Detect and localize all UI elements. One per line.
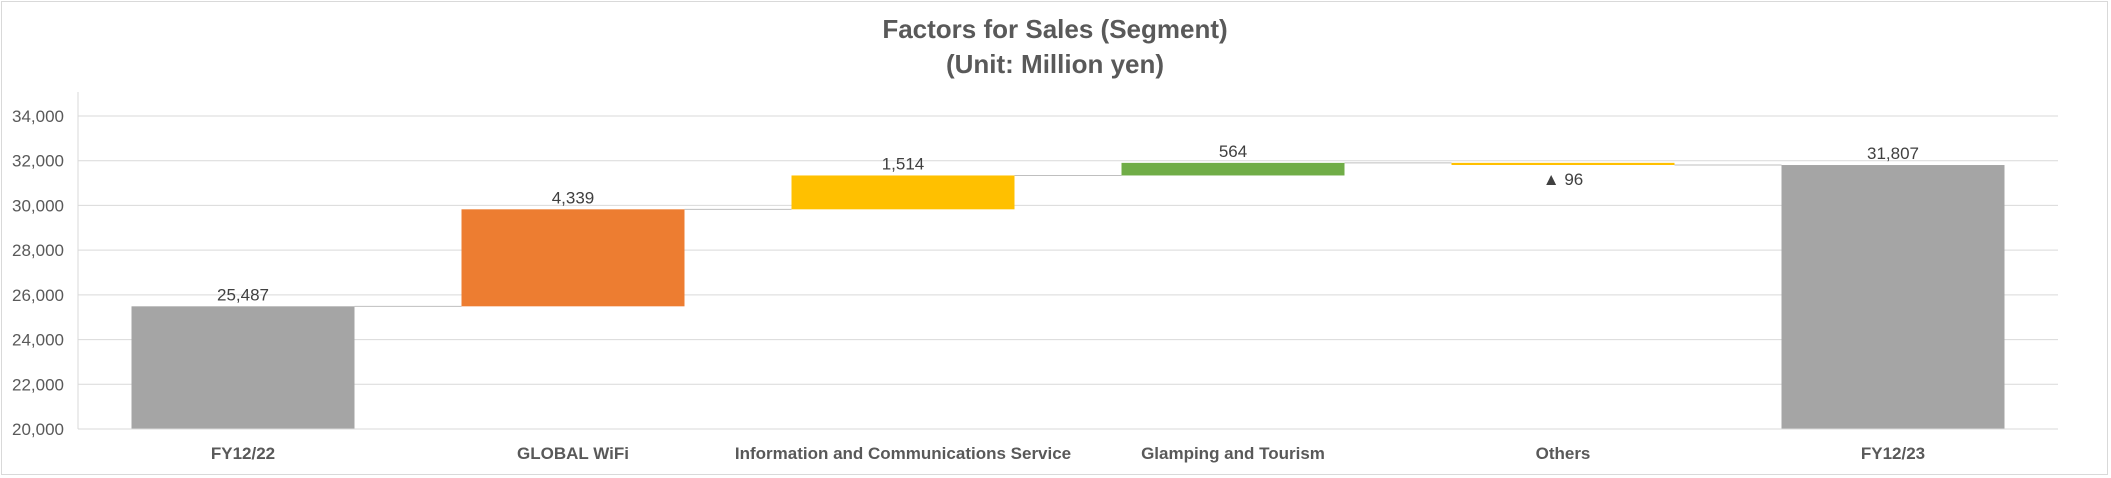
y-tick-label: 22,000 <box>12 375 64 394</box>
bar-global-wifi <box>461 209 685 307</box>
category-label: Others <box>1536 444 1591 463</box>
data-label: 25,487 <box>217 285 269 304</box>
gridlines <box>78 115 2058 430</box>
y-tick-label: 24,000 <box>12 331 64 350</box>
category-labels: FY12/22 GLOBAL WiFi Information and Commun… <box>211 444 1925 463</box>
y-tick-label: 20,000 <box>12 420 64 439</box>
data-labels: 25,487 4,339 1,514 564 ▲ 96 31,807 <box>217 142 1919 304</box>
y-tick-label: 26,000 <box>12 286 64 305</box>
category-label: Information and Communications Service <box>735 444 1071 463</box>
connectors <box>354 162 1782 307</box>
data-label: 31,807 <box>1867 144 1919 163</box>
category-label: GLOBAL WiFi <box>517 444 629 463</box>
y-tick-label: 32,000 <box>12 152 64 171</box>
bar-information-and-communications-service <box>791 175 1015 210</box>
data-label: 1,514 <box>882 154 925 173</box>
category-label: FY12/22 <box>211 444 275 463</box>
chart-title: Factors for Sales (Segment) <box>882 14 1227 44</box>
data-label: ▲ 96 <box>1543 170 1583 189</box>
y-tick-label: 28,000 <box>12 241 64 260</box>
y-tick-label: 34,000 <box>12 107 64 126</box>
category-label: FY12/23 <box>1861 444 1925 463</box>
bar-fy12-22 <box>131 306 355 429</box>
y-axis-ticks: 20,000 22,000 24,000 26,000 28,000 30,000 32,0… <box>12 107 64 439</box>
bar-fy12-23 <box>1781 165 2005 429</box>
bar-glamping-and-tourism <box>1121 162 1345 176</box>
data-label: 564 <box>1219 142 1247 161</box>
y-tick-label: 30,000 <box>12 196 64 215</box>
chart-subtitle: (Unit: Million yen) <box>946 49 1164 79</box>
bar-others <box>1451 162 1675 166</box>
data-label: 4,339 <box>552 188 595 207</box>
bars <box>131 162 2005 429</box>
category-label: Glamping and Tourism <box>1141 444 1325 463</box>
